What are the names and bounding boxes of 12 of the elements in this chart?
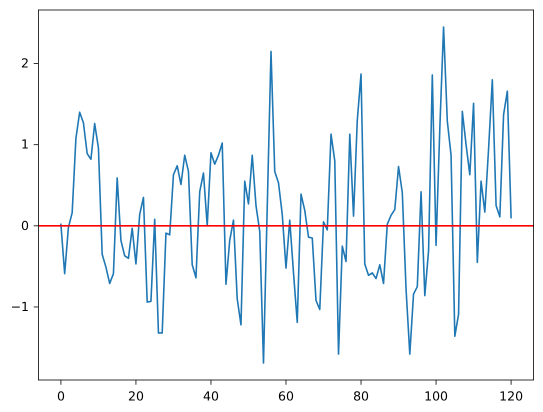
x-tick-label: 20: [128, 388, 144, 404]
x-tick-label: 120: [499, 388, 524, 404]
x-tick-label: 80: [353, 388, 370, 404]
line-series: [60, 26, 512, 364]
x-tick-label: 60: [278, 388, 294, 404]
y-tick-label: −1: [10, 298, 29, 314]
y-tick-label: 0: [21, 218, 30, 233]
x-tick-label: 100: [424, 388, 448, 404]
x-tick-label: 40: [203, 388, 219, 404]
y-tick-label: 1: [21, 136, 29, 152]
y-tick-label: 2: [21, 56, 29, 71]
x-tick-label: 0: [56, 388, 65, 404]
